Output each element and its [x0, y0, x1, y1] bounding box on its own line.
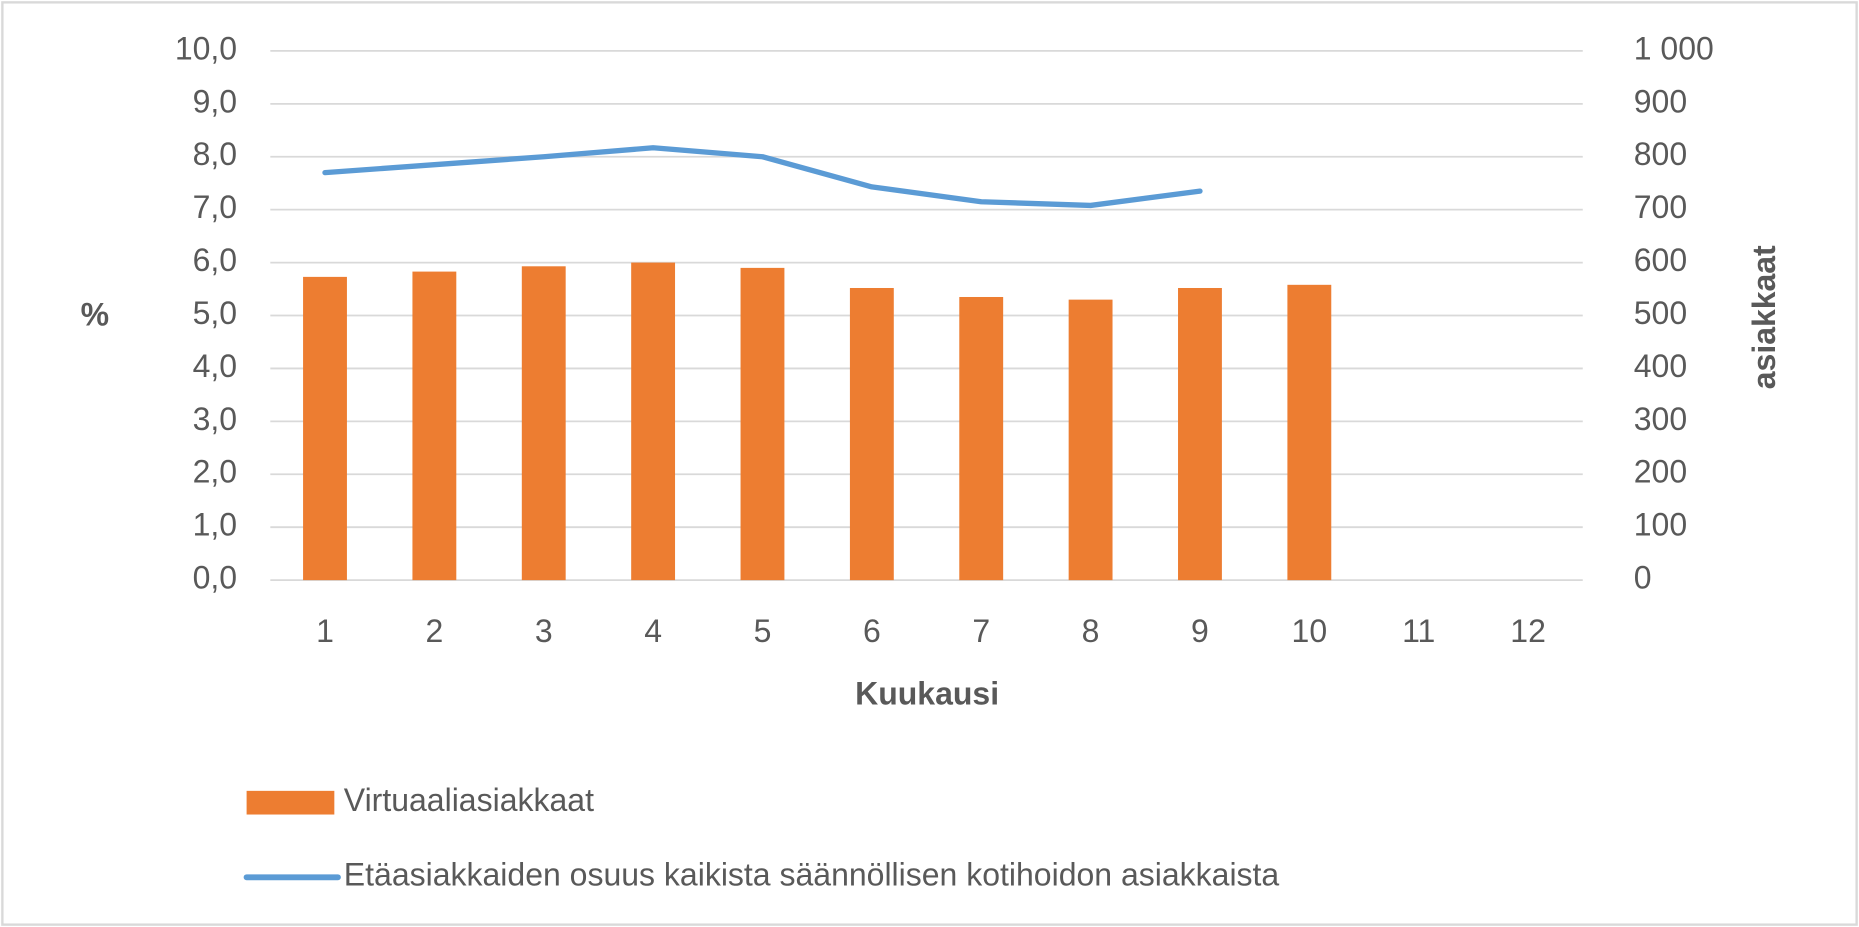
y2-tick-label: 900 — [1634, 83, 1687, 119]
y-tick-label: 9,0 — [193, 83, 237, 119]
y-tick-label: 7,0 — [193, 189, 237, 225]
y-tick-label: 0,0 — [193, 560, 237, 596]
y-tick-label: 4,0 — [193, 348, 237, 384]
y2-tick-label: 400 — [1634, 348, 1687, 384]
bar — [631, 262, 676, 581]
x-tick-label: 1 — [316, 613, 334, 649]
y-axis-label: % — [81, 297, 109, 333]
legend-label: Etäasiakkaiden osuus kaikista säännöllis… — [344, 857, 1280, 893]
y2-tick-label: 100 — [1634, 507, 1687, 543]
x-tick-label: 5 — [754, 613, 772, 649]
bar — [959, 296, 1004, 581]
x-tick-label: 7 — [972, 613, 990, 649]
bar — [303, 276, 347, 581]
y2-tick-label: 600 — [1634, 242, 1687, 278]
x-tick-label: 8 — [1082, 613, 1100, 649]
y2-tick-label: 300 — [1634, 401, 1687, 437]
x-tick-label: 3 — [535, 613, 553, 649]
bar — [849, 287, 894, 581]
x-tick-label: 6 — [863, 613, 881, 649]
bar — [521, 266, 566, 581]
x-tick-label: 11 — [1402, 613, 1435, 649]
y2-tick-label: 0 — [1634, 560, 1652, 596]
bar — [1178, 287, 1222, 581]
x-tick-label: 9 — [1191, 613, 1209, 649]
x-tick-label: 10 — [1292, 613, 1328, 649]
y2-tick-label: 800 — [1634, 136, 1687, 172]
y2-tick-label: 1 000 — [1634, 30, 1714, 66]
y-tick-label: 10,0 — [175, 30, 237, 66]
bar — [1068, 299, 1113, 581]
x-tick-label: 4 — [644, 613, 662, 649]
y2-axis-label: asiakkaat — [1746, 245, 1782, 389]
bar — [412, 271, 457, 581]
line — [322, 145, 1203, 209]
y2-tick-label: 700 — [1634, 189, 1687, 225]
y-tick-label: 5,0 — [193, 295, 237, 331]
bar — [740, 267, 785, 581]
y-tick-label: 6,0 — [193, 242, 237, 278]
x-tick-label: 2 — [425, 613, 443, 649]
legend-swatch — [246, 790, 335, 815]
y-tick-label: 3,0 — [193, 401, 237, 437]
legend-label: Virtuaaliasiakkaat — [344, 782, 594, 818]
y-tick-label: 8,0 — [193, 136, 237, 172]
y2-tick-label: 500 — [1634, 295, 1687, 331]
bar — [1287, 284, 1332, 581]
y2-tick-label: 200 — [1634, 454, 1687, 490]
x-axis-label: Kuukausi — [855, 676, 999, 712]
y-tick-label: 1,0 — [193, 507, 237, 543]
y-tick-label: 2,0 — [193, 454, 237, 490]
x-tick-label: 12 — [1510, 613, 1546, 649]
